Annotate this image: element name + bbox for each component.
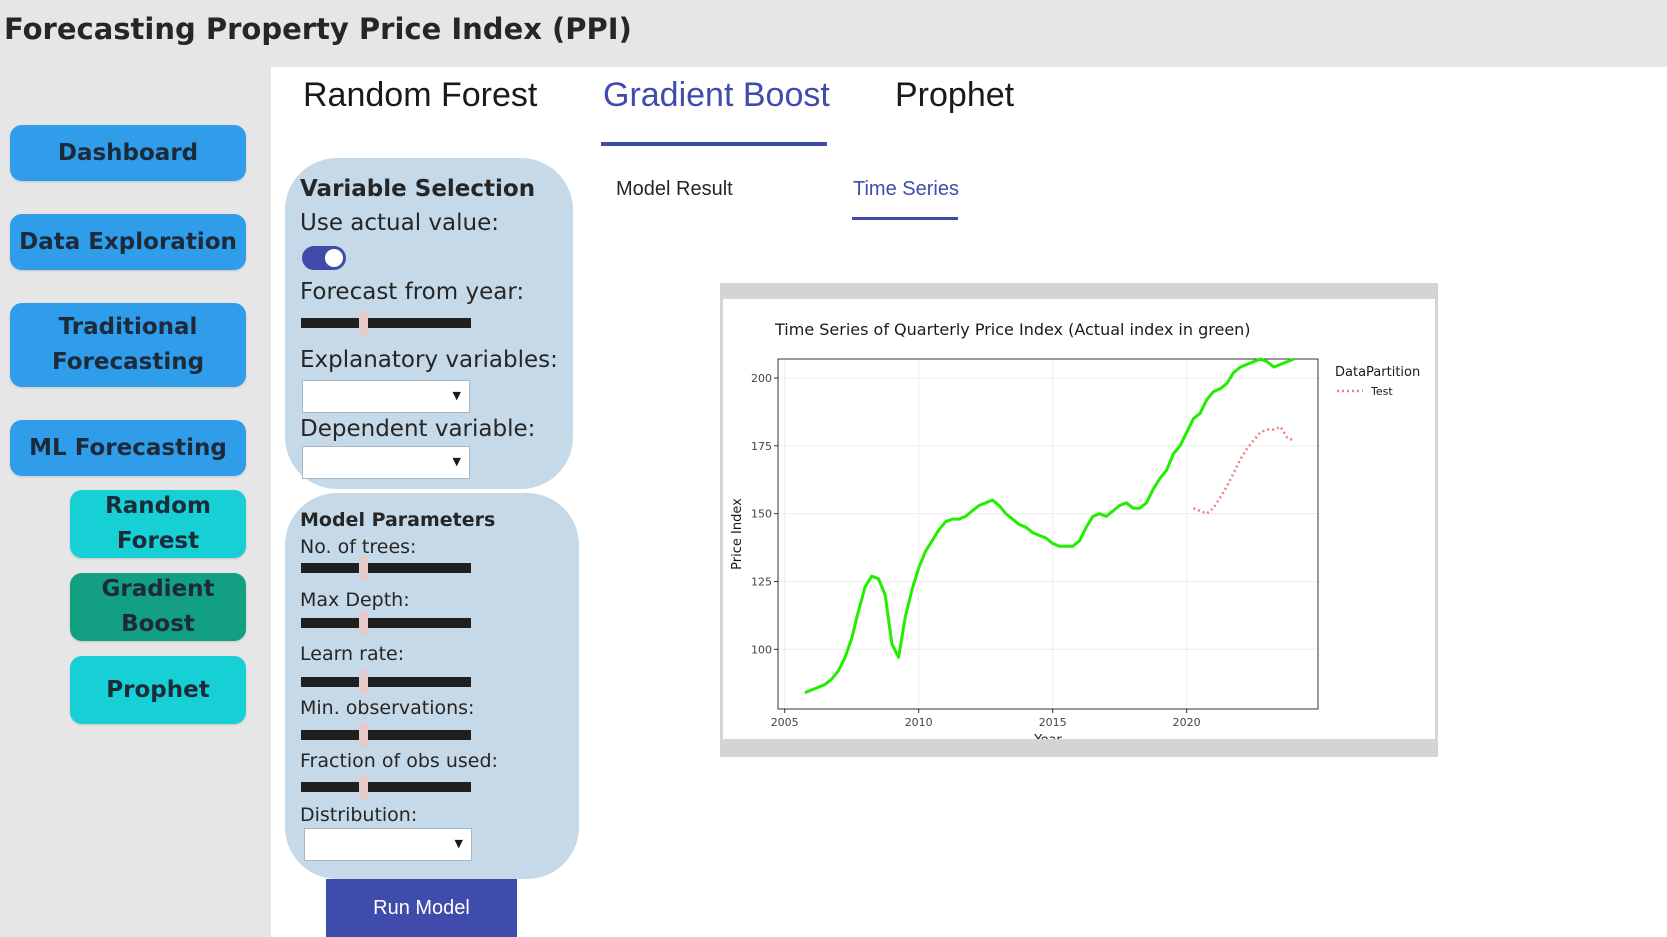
variable-selection-title: Variable Selection bbox=[300, 176, 536, 202]
slider-thumb[interactable] bbox=[359, 556, 368, 580]
learn-rate-slider[interactable] bbox=[301, 670, 471, 694]
sidebar-item-label: Random Forest bbox=[105, 493, 211, 554]
legend-title: DataPartition bbox=[1335, 365, 1420, 380]
sidebar-item-label: ML Forecasting bbox=[29, 434, 227, 461]
x-tick-label: 2010 bbox=[905, 716, 933, 729]
sidebar-item-dashboard[interactable]: Dashboard bbox=[10, 125, 246, 181]
min-observations-slider[interactable] bbox=[301, 723, 471, 747]
sidebar-item-label: Dashboard bbox=[57, 139, 199, 166]
series-line-actual bbox=[804, 357, 1295, 695]
chevron-down-icon: ▼ bbox=[452, 455, 461, 468]
sidebar-item-ml-forecasting[interactable]: ML Forecasting bbox=[10, 420, 246, 476]
run-model-button[interactable]: Run Model bbox=[326, 879, 517, 937]
chart-title: Time Series of Quarterly Price Index (Ac… bbox=[774, 320, 1251, 339]
model-parameters-title: Model Parameters bbox=[300, 509, 496, 531]
use-actual-toggle[interactable] bbox=[302, 246, 346, 270]
sidebar-item-label: Prophet bbox=[106, 676, 210, 703]
x-tick-label: 2005 bbox=[771, 716, 799, 729]
y-tick-label: 125 bbox=[751, 575, 772, 588]
chevron-down-icon: ▼ bbox=[452, 389, 461, 402]
max-depth-slider[interactable] bbox=[301, 611, 471, 635]
sidebar-item-label: Gradient Boost bbox=[101, 576, 215, 637]
forecast-year-slider[interactable] bbox=[301, 311, 471, 335]
y-tick-label: 175 bbox=[751, 440, 772, 453]
sidebar-item-label: Data Exploration bbox=[19, 228, 237, 255]
x-tick-label: 2015 bbox=[1039, 716, 1067, 729]
tab-model-result[interactable]: Model Result bbox=[616, 178, 733, 200]
distribution-dropdown[interactable]: ▼ bbox=[304, 828, 472, 861]
forecast-year-label: Forecast from year: bbox=[300, 279, 525, 305]
tab-active-indicator bbox=[601, 142, 827, 146]
chart-frame: Time Series of Quarterly Price Index (Ac… bbox=[720, 283, 1438, 757]
trees-slider[interactable] bbox=[301, 556, 471, 580]
y-axis-label: Price Index bbox=[730, 498, 745, 570]
plot-border bbox=[777, 358, 1319, 710]
time-series-chart: Time Series of Quarterly Price Index (Ac… bbox=[730, 320, 1420, 748]
distribution-label: Distribution: bbox=[300, 804, 418, 826]
learn-rate-label: Learn rate: bbox=[300, 643, 405, 665]
slider-thumb[interactable] bbox=[359, 723, 368, 747]
tab-random-forest[interactable]: Random Forest bbox=[303, 76, 538, 114]
max-depth-label: Max Depth: bbox=[300, 589, 410, 611]
sidebar: Dashboard Data Exploration Traditional F… bbox=[0, 67, 271, 937]
tab-time-series[interactable]: Time Series bbox=[853, 178, 959, 200]
y-tick-label: 100 bbox=[751, 643, 772, 656]
legend-entry-test: Test bbox=[1370, 385, 1393, 398]
slider-thumb[interactable] bbox=[359, 611, 368, 635]
x-tick-label: 2020 bbox=[1173, 716, 1201, 729]
trees-label: No. of trees: bbox=[300, 536, 417, 558]
slider-thumb[interactable] bbox=[359, 775, 368, 799]
chevron-down-icon: ▼ bbox=[454, 837, 463, 850]
tab-prophet[interactable]: Prophet bbox=[895, 76, 1015, 114]
y-tick-label: 150 bbox=[751, 508, 772, 521]
app-header: Forecasting Property Price Index (PPI) bbox=[0, 0, 1667, 67]
explanatory-dropdown[interactable]: ▼ bbox=[302, 380, 470, 413]
sidebar-item-label: Traditional Forecasting bbox=[51, 314, 205, 375]
subtab-active-indicator bbox=[852, 217, 958, 220]
app-title: Forecasting Property Price Index (PPI) bbox=[4, 12, 632, 46]
fraction-label: Fraction of obs used: bbox=[300, 750, 498, 772]
series-line-test bbox=[1192, 425, 1295, 516]
explanatory-label: Explanatory variables: bbox=[300, 347, 558, 373]
dependent-label: Dependent variable: bbox=[300, 416, 536, 442]
min-observations-label: Min. observations: bbox=[300, 697, 475, 719]
use-actual-label: Use actual value: bbox=[300, 210, 499, 236]
x-axis-label: Year bbox=[1033, 733, 1062, 739]
slider-thumb[interactable] bbox=[359, 311, 368, 335]
y-tick-label: 200 bbox=[751, 372, 772, 385]
sidebar-item-gradient-boost[interactable]: Gradient Boost bbox=[70, 573, 246, 641]
fraction-slider[interactable] bbox=[301, 775, 471, 799]
chart-container: Time Series of Quarterly Price Index (Ac… bbox=[723, 299, 1435, 748]
sidebar-item-random-forest[interactable]: Random Forest bbox=[70, 490, 246, 558]
slider-thumb[interactable] bbox=[359, 670, 368, 694]
dependent-dropdown[interactable]: ▼ bbox=[302, 446, 470, 479]
run-model-label: Run Model bbox=[373, 896, 470, 919]
toggle-knob bbox=[325, 249, 343, 267]
sidebar-item-traditional-forecasting[interactable]: Traditional Forecasting bbox=[10, 303, 246, 387]
sidebar-item-data-exploration[interactable]: Data Exploration bbox=[10, 214, 246, 270]
sidebar-item-prophet[interactable]: Prophet bbox=[70, 656, 246, 724]
tab-gradient-boost[interactable]: Gradient Boost bbox=[603, 76, 830, 114]
